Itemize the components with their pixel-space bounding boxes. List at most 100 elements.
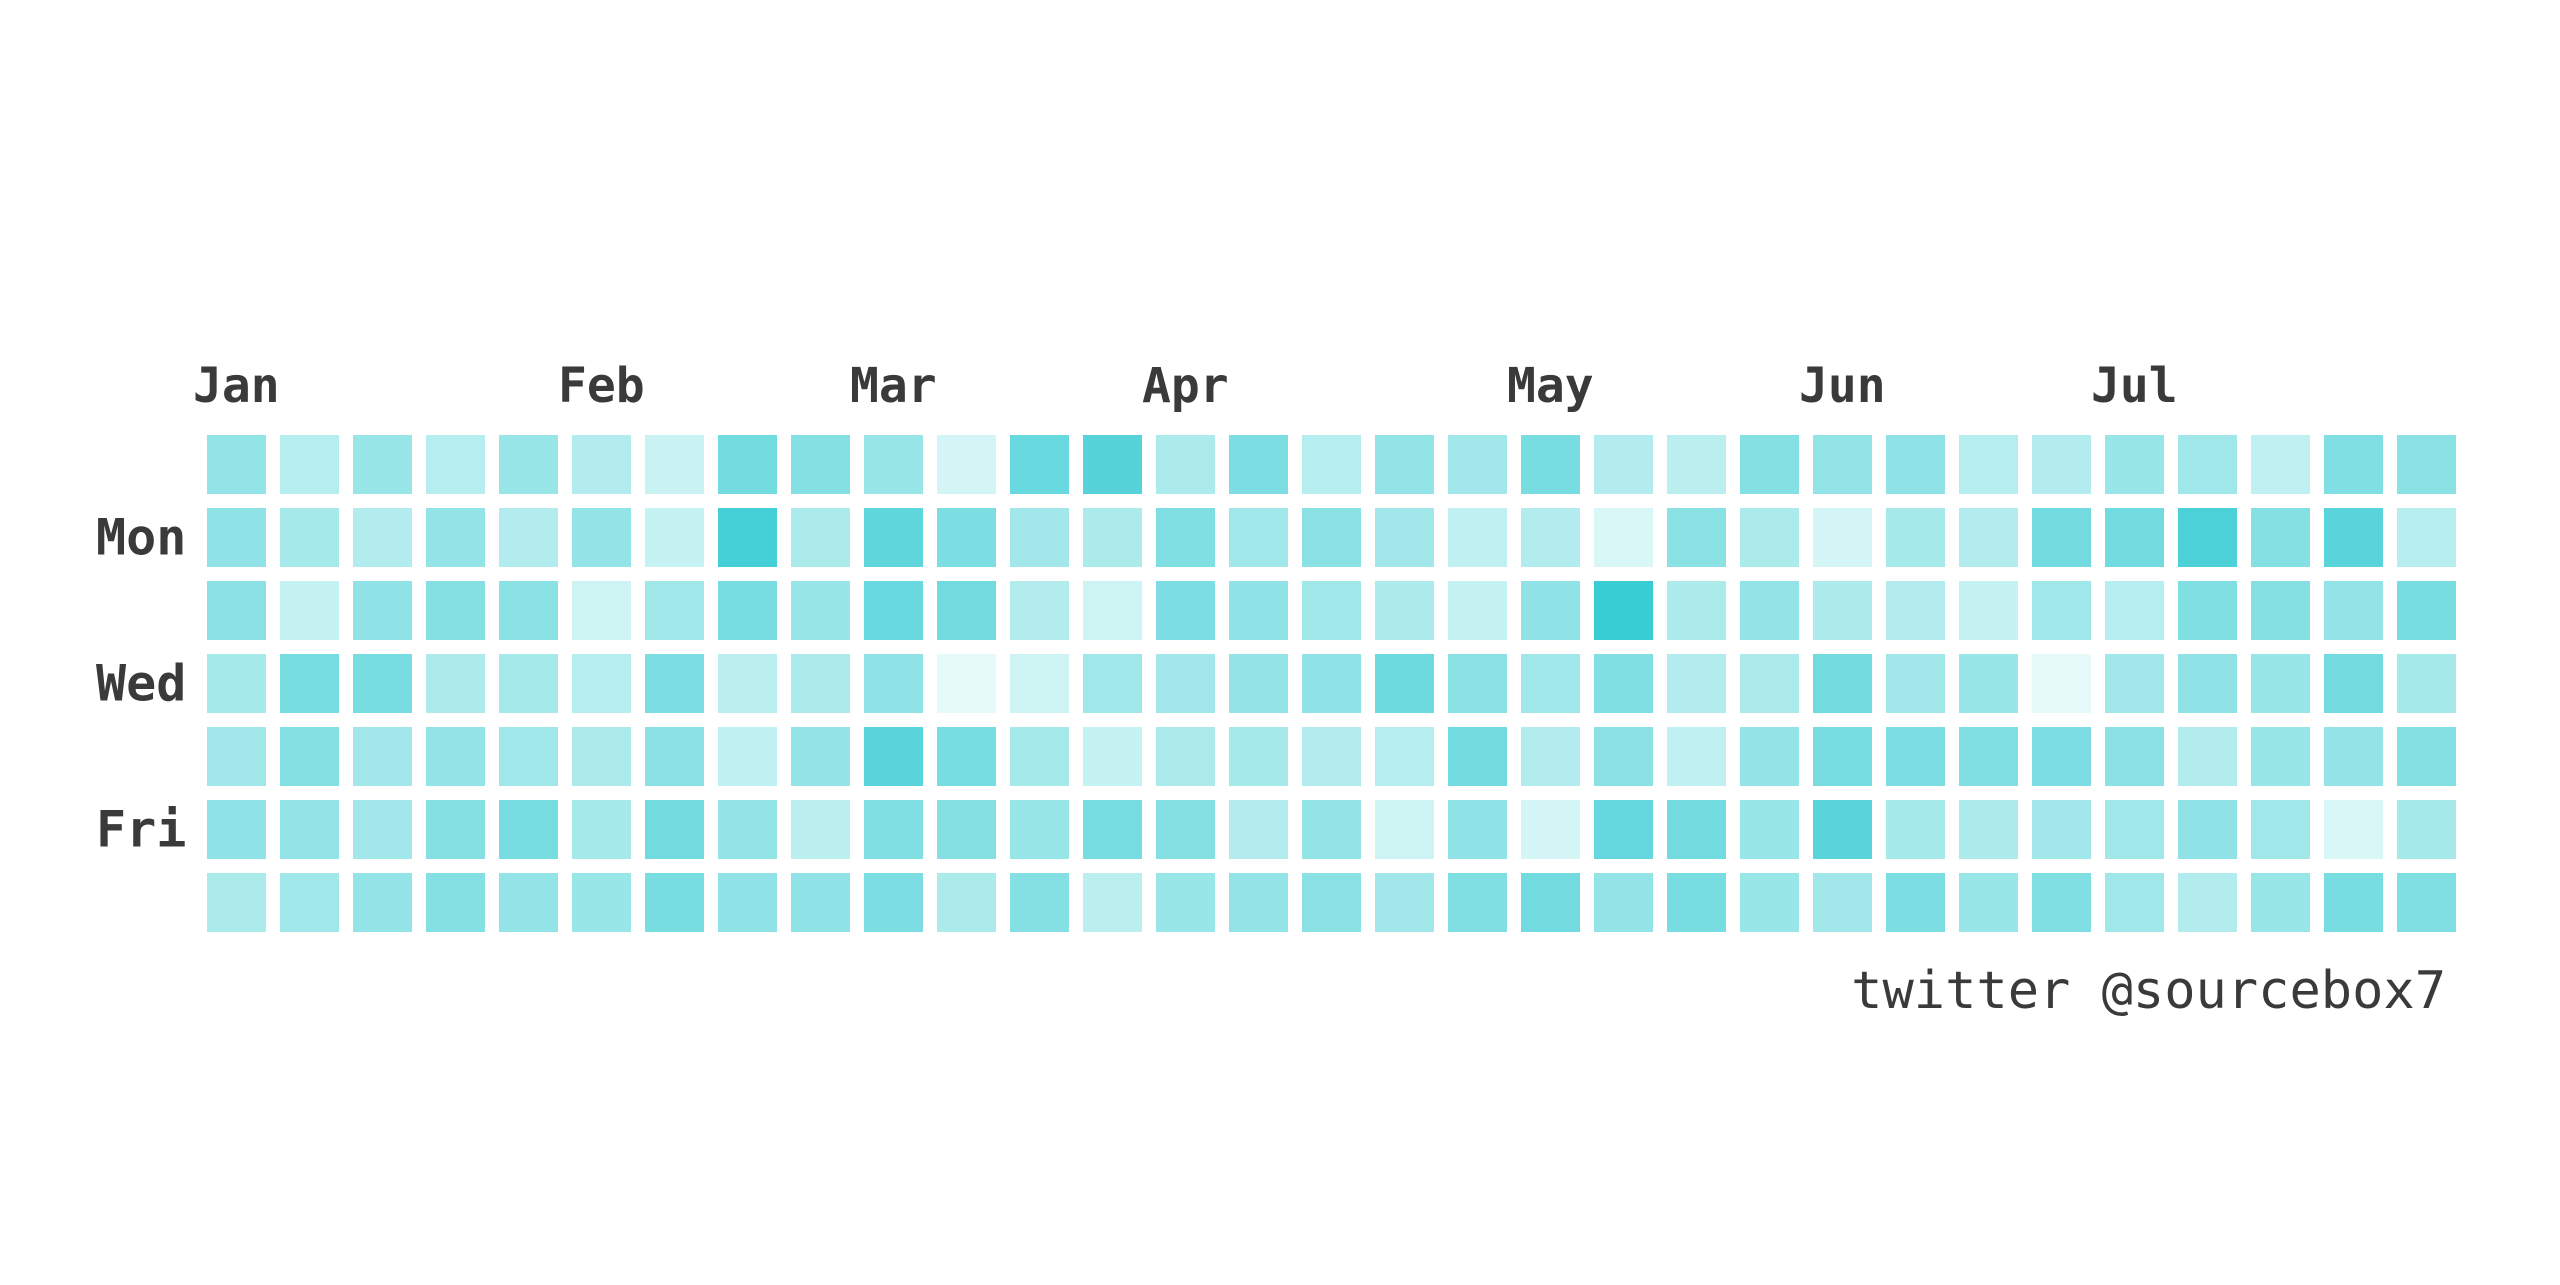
- heatmap-cell: [499, 727, 558, 786]
- heatmap-cell: [1302, 727, 1361, 786]
- heatmap-cell: [645, 727, 704, 786]
- heatmap-cell: [791, 873, 850, 932]
- heatmap-cell: [864, 508, 923, 567]
- heatmap-cell: [1156, 727, 1215, 786]
- heatmap-cell: [2105, 873, 2164, 932]
- heatmap-cell: [937, 581, 996, 640]
- heatmap-cell: [280, 873, 339, 932]
- heatmap-cell: [426, 435, 485, 494]
- credit-annotation: twitter @sourcebox7: [1851, 961, 2446, 1021]
- heatmap-cell: [499, 654, 558, 713]
- heatmap-cell: [2324, 654, 2383, 713]
- heatmap-cell: [2251, 435, 2310, 494]
- heatmap-cell: [2397, 654, 2456, 713]
- heatmap-cell: [1959, 654, 2018, 713]
- day-label-mon: Mon: [96, 509, 186, 567]
- heatmap-cell: [1302, 800, 1361, 859]
- heatmap-cell: [1959, 727, 2018, 786]
- heatmap-cell: [499, 873, 558, 932]
- heatmap-cell: [1959, 508, 2018, 567]
- heatmap-cell: [1156, 800, 1215, 859]
- heatmap-cell: [2397, 435, 2456, 494]
- heatmap-cell: [1813, 800, 1872, 859]
- heatmap-cell: [2105, 654, 2164, 713]
- heatmap-cell: [1667, 508, 1726, 567]
- heatmap-cell: [2324, 581, 2383, 640]
- heatmap-cell: [1229, 727, 1288, 786]
- heatmap-cell: [280, 508, 339, 567]
- heatmap-cell: [2178, 581, 2237, 640]
- heatmap-cell: [207, 727, 266, 786]
- heatmap-cell: [2032, 800, 2091, 859]
- heatmap-cell: [2324, 800, 2383, 859]
- heatmap-cell: [1448, 800, 1507, 859]
- heatmap-cell: [791, 800, 850, 859]
- heatmap-cell: [1740, 435, 1799, 494]
- heatmap-cell: [2324, 508, 2383, 567]
- heatmap-cell: [1813, 727, 1872, 786]
- heatmap-cell: [1448, 727, 1507, 786]
- heatmap-cell: [572, 800, 631, 859]
- heatmap-cell: [207, 581, 266, 640]
- heatmap-cell: [1667, 654, 1726, 713]
- heatmap-cell: [1375, 581, 1434, 640]
- heatmap-cell: [1083, 508, 1142, 567]
- heatmap-cell: [1667, 800, 1726, 859]
- heatmap-cell: [1229, 800, 1288, 859]
- heatmap-cell: [718, 435, 777, 494]
- heatmap-cell: [1521, 873, 1580, 932]
- heatmap-cell: [426, 800, 485, 859]
- heatmap-cell: [207, 508, 266, 567]
- heatmap-cell: [1886, 654, 1945, 713]
- heatmap-cell: [1667, 727, 1726, 786]
- day-labels: Mon Wed Fri: [96, 509, 186, 859]
- heatmap-cell: [2032, 435, 2091, 494]
- heatmap-cell: [791, 508, 850, 567]
- heatmap-cell: [1229, 581, 1288, 640]
- heatmap-cell: [1740, 581, 1799, 640]
- heatmap-cell: [1448, 435, 1507, 494]
- heatmap-cell: [2032, 654, 2091, 713]
- heatmap-cell: [1375, 435, 1434, 494]
- heatmap-cell: [864, 800, 923, 859]
- heatmap-cell: [2105, 508, 2164, 567]
- heatmap-cell: [718, 581, 777, 640]
- heatmap-cell: [864, 435, 923, 494]
- heatmap-cell: [426, 873, 485, 932]
- heatmap-cell: [791, 654, 850, 713]
- heatmap-cell: [645, 654, 704, 713]
- heatmap-cell: [1375, 873, 1434, 932]
- heatmap-cell: [1010, 581, 1069, 640]
- heatmap-cell: [645, 435, 704, 494]
- heatmap-cell: [572, 435, 631, 494]
- heatmap-cell: [1083, 800, 1142, 859]
- heatmap-cell: [645, 581, 704, 640]
- heatmap-cell: [2251, 800, 2310, 859]
- heatmap-cell: [426, 654, 485, 713]
- heatmap-cell: [1594, 727, 1653, 786]
- heatmap-cell: [1667, 873, 1726, 932]
- heatmap-cell: [1886, 435, 1945, 494]
- heatmap-cell: [1010, 727, 1069, 786]
- heatmap-cell: [1594, 435, 1653, 494]
- heatmap-cell: [1375, 654, 1434, 713]
- heatmap-cell: [1229, 508, 1288, 567]
- heatmap-cell: [1594, 508, 1653, 567]
- heatmap-cell: [1521, 508, 1580, 567]
- heatmap-cell: [2178, 435, 2237, 494]
- heatmap-cell: [718, 800, 777, 859]
- heatmap-cell: [1886, 508, 1945, 567]
- heatmap-cell: [280, 654, 339, 713]
- heatmap-cell: [718, 508, 777, 567]
- heatmap-cell: [1302, 435, 1361, 494]
- heatmap-cell: [2397, 873, 2456, 932]
- heatmap-cell: [1083, 581, 1142, 640]
- heatmap-cell: [1667, 581, 1726, 640]
- heatmap-cell: [2251, 727, 2310, 786]
- heatmap-cell: [1448, 873, 1507, 932]
- heatmap-cell: [1083, 727, 1142, 786]
- heatmap-cell: [791, 727, 850, 786]
- heatmap-cell: [1886, 581, 1945, 640]
- month-label-jul: Jul: [2091, 358, 2178, 414]
